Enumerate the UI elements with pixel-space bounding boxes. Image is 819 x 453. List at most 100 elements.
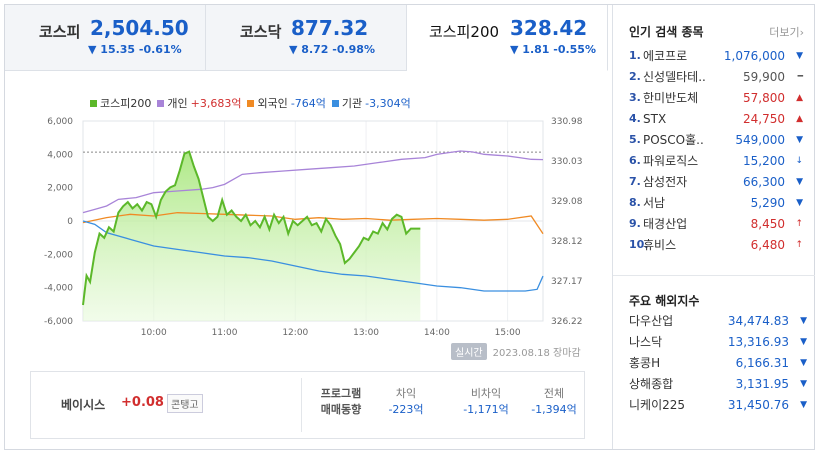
rank-number: 5. xyxy=(629,133,641,146)
down-arrow-icon: ▼ xyxy=(796,134,803,145)
left-tick-label: -4,000 xyxy=(44,284,73,294)
individual-line xyxy=(82,150,544,214)
right-tick-label: 330.03 xyxy=(551,157,583,167)
popular-item[interactable]: 3. 한미반도체 57,800 ▲ xyxy=(629,87,807,108)
left-tick-label: 6,000 xyxy=(47,117,73,127)
popular-item[interactable]: 4. STX 24,750 ▲ xyxy=(629,108,807,129)
stock-price: 5,290 xyxy=(750,195,785,210)
rank-number: 7. xyxy=(629,175,641,188)
chart-footer: 실시간 2023.08.18 장마감 xyxy=(451,343,581,360)
x-tick-label: 12:00 xyxy=(282,328,308,338)
right-tick-label: 327.17 xyxy=(551,277,583,287)
stock-name: 휴비스 xyxy=(643,238,677,252)
popular-item[interactable]: 2. 신성델타테.. 59,900 ━ xyxy=(629,66,807,87)
x-tick-label: 14:00 xyxy=(424,328,450,338)
rank-number: 4. xyxy=(629,112,641,125)
legend-swatch xyxy=(90,99,97,107)
popular-item[interactable]: 7. 삼성전자 66,300 ▼ xyxy=(629,171,807,192)
legend-institution: 기관 -3,304억 xyxy=(331,95,411,111)
index-change: ▼ 8.72 -0.98% xyxy=(289,43,375,56)
down-arrow-icon: ▼ xyxy=(796,50,803,61)
stock-price: 1,076,000 xyxy=(723,48,785,63)
x-tick-label: 13:00 xyxy=(353,328,379,338)
program-col-arbitrage: 차익 -223억 xyxy=(371,386,441,418)
legend-swatch xyxy=(331,99,339,107)
rank-number: 8. xyxy=(629,196,641,209)
legend-label: 기관 xyxy=(341,97,363,110)
popular-item[interactable]: 1. 에코프로 1,076,000 ▼ xyxy=(629,45,807,66)
basis-label: 베이시스 xyxy=(61,398,106,412)
tab-kospi[interactable]: 코스피 2,504.50 ▼ 15.35 -0.61% xyxy=(5,5,206,71)
program-title: 프로그램 매매동향 xyxy=(320,387,362,416)
left-tick-label: -2,000 xyxy=(44,250,73,260)
right-tick-label: 330.98 xyxy=(551,117,583,127)
program-value: -1,171억 xyxy=(463,403,509,416)
world-index-item[interactable]: 다우산업 34,474.83 ▼ xyxy=(629,310,807,331)
tab-kospi200[interactable]: 코스피200 328.42 ▼ 1.81 -0.55% xyxy=(407,5,608,71)
stock-name: 에코프로 xyxy=(643,49,688,63)
flat-dash-icon: ━ xyxy=(797,71,803,82)
up-arrow-icon: ▲ xyxy=(796,113,803,124)
x-tick-label: 11:00 xyxy=(212,328,238,338)
legend-value: -764억 xyxy=(290,97,326,110)
world-index-value: 6,166.31 xyxy=(735,355,789,370)
more-link[interactable]: 더보기› xyxy=(769,24,804,40)
program-head: 차익 xyxy=(395,387,417,400)
stock-name: 태경산업 xyxy=(643,217,688,231)
world-index-name: 홍콩H xyxy=(629,356,661,370)
world-index-item[interactable]: 니케이225 31,450.76 ▼ xyxy=(629,394,807,415)
popular-list: 1. 에코프로 1,076,000 ▼ 2. 신성델타테.. 59,900 ━ 3. 한미반도체 5… xyxy=(629,45,807,255)
left-tick-label: 0 xyxy=(67,217,73,227)
contango-tag: 콘탱고 xyxy=(167,394,203,413)
world-index-value: 34,474.83 xyxy=(727,313,789,328)
world-index-item[interactable]: 상해종합 3,131.95 ▼ xyxy=(629,373,807,394)
stock-name: 신성델타테.. xyxy=(643,70,705,84)
world-index-value: 13,316.93 xyxy=(727,334,789,349)
program-col-nonarbitrage: 비차익 -1,171억 xyxy=(446,386,526,418)
world-index-value: 3,131.95 xyxy=(735,376,789,391)
world-index-list: 다우산업 34,474.83 ▼ 나스닥 13,316.93 ▼ 홍콩H 6,166.31 ▼ 상… xyxy=(629,310,807,415)
world-index-name: 다우산업 xyxy=(629,314,674,328)
popular-item[interactable]: 10. 휴비스 6,480 ↑ xyxy=(629,234,807,255)
basis-value: +0.08 xyxy=(121,395,164,410)
up-arrow-icon: ↑ xyxy=(795,218,803,229)
legend-label: 개인 xyxy=(167,97,188,110)
left-tick-label: 2,000 xyxy=(47,184,73,194)
legend-label: 외국인 xyxy=(257,97,288,110)
legend-value: -3,304억 xyxy=(365,97,411,110)
chart-date: 2023.08.18 장마감 xyxy=(492,348,581,359)
world-index-item[interactable]: 나스닥 13,316.93 ▼ xyxy=(629,331,807,352)
world-index-item[interactable]: 홍콩H 6,166.31 ▼ xyxy=(629,352,807,373)
world-index-value: 31,450.76 xyxy=(727,397,789,412)
legend-foreign: 외국인 -764억 xyxy=(247,95,326,111)
popular-item[interactable]: 5. POSCO홀.. 549,000 ▼ xyxy=(629,129,807,150)
x-tick-label: 15:00 xyxy=(495,328,521,338)
program-head: 전체 xyxy=(543,387,565,400)
left-tick-label: -6,000 xyxy=(44,317,73,327)
popular-item[interactable]: 6. 파워로직스 15,200 ↓ xyxy=(629,150,807,171)
rank-number: 3. xyxy=(629,91,641,104)
down-arrow-icon: ▼ xyxy=(796,176,803,187)
tab-kosdaq[interactable]: 코스닥 877.32 ▼ 8.72 -0.98% xyxy=(206,5,407,71)
program-col-total: 전체 -1,394억 xyxy=(519,386,589,418)
stock-price: 6,480 xyxy=(750,237,785,252)
index-change: ▼ 1.81 -0.55% xyxy=(510,43,596,56)
chevron-right-icon: › xyxy=(799,26,804,39)
world-index-name: 나스닥 xyxy=(629,335,663,349)
index-name: 코스피200 xyxy=(429,23,500,41)
legend-swatch xyxy=(157,99,165,107)
index-change: ▼ 15.35 -0.61% xyxy=(88,43,182,56)
popular-item[interactable]: 9. 태경산업 8,450 ↑ xyxy=(629,213,807,234)
up-arrow-icon: ↑ xyxy=(795,239,803,250)
down-arrow-icon: ▼ xyxy=(800,357,807,368)
right-tick-label: 326.22 xyxy=(551,317,583,327)
popular-item[interactable]: 8. 서남 5,290 ▼ xyxy=(629,192,807,213)
stock-name: POSCO홀.. xyxy=(643,133,704,147)
legend-label: 코스피200 xyxy=(100,97,152,110)
down-arrow-icon: ▼ xyxy=(796,197,803,208)
divider xyxy=(613,275,815,276)
stock-price: 24,750 xyxy=(743,111,785,126)
down-arrow-icon: ▼ xyxy=(800,315,807,326)
legend-individual: 개인 +3,683억 xyxy=(157,95,241,111)
stock-price: 59,900 xyxy=(743,69,785,84)
